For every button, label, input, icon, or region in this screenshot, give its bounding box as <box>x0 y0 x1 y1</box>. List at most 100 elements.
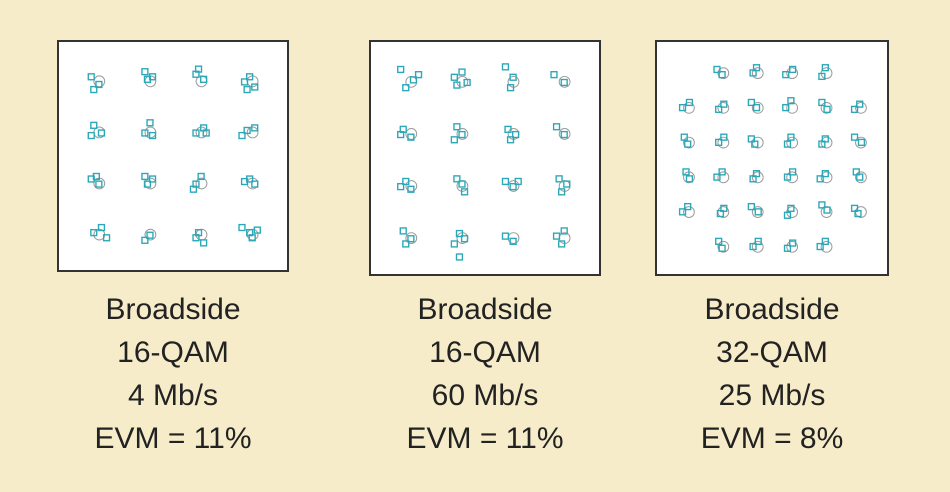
received-point-2-43 <box>501 232 510 240</box>
received-point-1-1 <box>95 80 103 89</box>
received-point-1-44 <box>192 234 200 242</box>
received-point-3-13 <box>752 104 761 112</box>
received-point-2-18 <box>450 136 458 144</box>
received-point-1-0 <box>87 73 95 81</box>
received-point-2-9 <box>509 73 517 81</box>
received-point-3-1 <box>718 71 726 79</box>
received-point-2-12 <box>560 78 568 87</box>
ideal-point-3-4 <box>683 101 695 114</box>
constellation-panel-2 <box>369 40 601 276</box>
received-point-2-10 <box>506 84 515 92</box>
ideal-point-3-18 <box>751 171 764 184</box>
received-point-1-13 <box>90 121 98 129</box>
ideal-point-3-5 <box>717 101 730 114</box>
received-point-3-4 <box>782 71 790 79</box>
received-point-3-57 <box>718 244 726 252</box>
ideal-point-3-8 <box>820 101 833 114</box>
received-point-2-26 <box>397 183 405 191</box>
received-point-2-46 <box>560 227 568 235</box>
received-point-2-25 <box>407 185 415 193</box>
received-point-1-12 <box>243 85 251 94</box>
received-point-1-40 <box>141 236 149 244</box>
received-point-3-22 <box>715 138 723 147</box>
received-point-2-45 <box>552 232 561 240</box>
received-point-2-35 <box>558 188 566 196</box>
received-point-3-10 <box>715 105 723 114</box>
received-point-3-48 <box>747 202 755 211</box>
received-point-3-27 <box>783 140 792 148</box>
ideal-point-3-21 <box>855 171 867 184</box>
received-point-1-17 <box>141 129 149 137</box>
received-point-1-41 <box>146 231 154 239</box>
ideal-point-1-6 <box>195 126 208 139</box>
caption-2-mode: Broadside <box>417 293 553 326</box>
received-point-1-19 <box>192 129 200 137</box>
received-point-3-34 <box>713 173 721 181</box>
received-point-1-22 <box>243 126 251 135</box>
received-point-3-52 <box>823 206 831 214</box>
ideal-point-3-17 <box>717 171 730 184</box>
received-point-1-11 <box>251 83 259 91</box>
ideal-point-2-5 <box>456 128 469 140</box>
received-point-3-41 <box>821 169 829 178</box>
received-point-1-8 <box>194 65 203 73</box>
received-point-3-39 <box>789 168 797 176</box>
caption-2-evm: EVM = 11% <box>406 422 564 455</box>
received-point-2-15 <box>397 130 405 139</box>
received-point-2-7 <box>453 81 461 89</box>
ideal-point-2-7 <box>558 128 571 140</box>
received-point-1-15 <box>87 131 95 140</box>
received-point-3-35 <box>718 168 726 176</box>
received-point-3-19 <box>850 105 859 114</box>
ideal-point-3-0 <box>717 67 730 80</box>
ideal-point-3-2 <box>786 67 799 80</box>
caption-3-evm: EVM = 8% <box>700 422 844 455</box>
received-point-2-39 <box>455 229 464 238</box>
received-point-1-18 <box>148 131 157 140</box>
received-point-2-42 <box>455 253 464 261</box>
ideal-point-2-10 <box>507 180 520 192</box>
received-point-2-11 <box>550 71 558 79</box>
ideal-point-1-0 <box>93 75 106 88</box>
ideal-point-3-14 <box>820 136 833 149</box>
received-point-3-15 <box>782 104 790 112</box>
ideal-point-3-19 <box>786 171 799 184</box>
caption-1-rate: 4 Mb/s <box>127 379 219 412</box>
received-point-1-23 <box>251 124 259 132</box>
received-point-3-61 <box>789 239 797 247</box>
ideal-point-3-29 <box>751 240 764 253</box>
received-point-2-30 <box>501 177 510 186</box>
constellation-plot-3 <box>678 64 867 253</box>
received-point-3-38 <box>783 173 792 181</box>
received-point-1-29 <box>148 175 157 183</box>
caption-1-modulation: 16-QAM <box>117 336 229 369</box>
received-point-3-47 <box>720 204 728 212</box>
caption-2-rate: 60 Mb/s <box>431 379 539 412</box>
received-point-1-3 <box>141 68 149 76</box>
ideal-point-1-13 <box>144 228 157 241</box>
received-point-1-21 <box>202 129 210 137</box>
received-point-1-27 <box>92 172 100 181</box>
received-point-1-5 <box>143 75 152 83</box>
received-point-1-24 <box>238 131 246 140</box>
received-point-2-16 <box>453 123 461 131</box>
received-point-3-62 <box>816 242 824 251</box>
received-point-1-9 <box>246 73 254 81</box>
received-point-3-21 <box>684 140 692 148</box>
received-point-3-31 <box>850 133 859 141</box>
ideal-point-3-24 <box>751 206 764 218</box>
ideal-point-3-11 <box>717 136 730 149</box>
received-point-3-33 <box>685 175 694 183</box>
received-point-3-50 <box>787 204 795 212</box>
received-point-1-47 <box>253 226 261 234</box>
received-point-1-37 <box>97 223 106 232</box>
received-point-1-32 <box>197 172 205 181</box>
received-point-3-37 <box>752 169 761 178</box>
received-point-3-20 <box>680 133 688 141</box>
received-point-1-38 <box>90 229 98 237</box>
caption-3: Broadside 32-QAM 25 Mb/s EVM = 8% <box>642 288 902 460</box>
received-point-2-1 <box>409 76 418 84</box>
ideal-point-1-10 <box>195 177 208 190</box>
received-point-2-24 <box>402 177 410 186</box>
received-point-3-18 <box>856 100 864 108</box>
